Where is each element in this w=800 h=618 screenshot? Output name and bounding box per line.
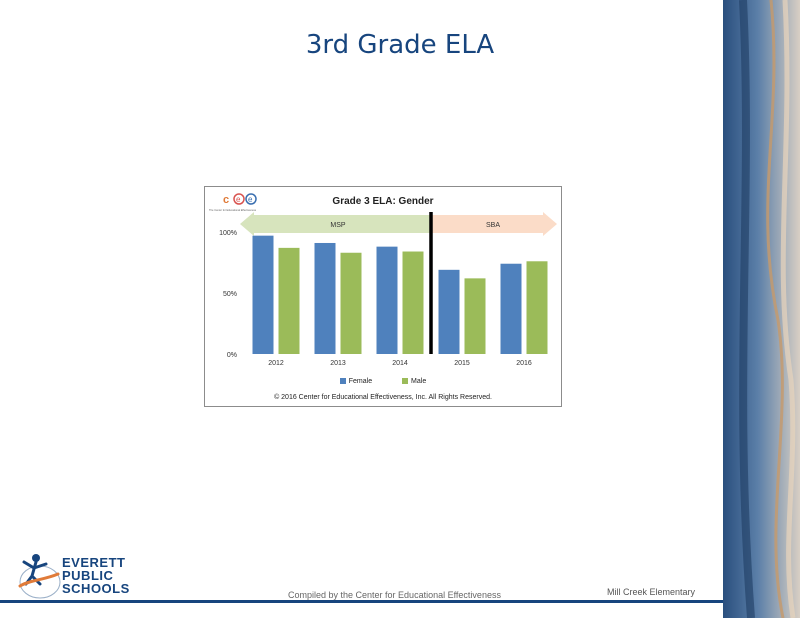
band-arrow-sba — [431, 212, 557, 236]
footer-rule — [0, 600, 723, 603]
bar-male-2012 — [278, 247, 300, 354]
cee-logo: c e e The Center for Educational Effecti… — [209, 193, 257, 212]
bar-female-2014 — [376, 246, 398, 354]
school-logo-line: SCHOOLS — [62, 581, 130, 596]
legend-label-male: Male — [411, 378, 427, 385]
y-tick-label: 0% — [227, 352, 237, 359]
school-logo-line: PUBLIC — [62, 568, 114, 583]
x-tick-label: 2016 — [516, 360, 532, 367]
chart-title: Grade 3 ELA: Gender — [332, 196, 434, 207]
chart-copyright: © 2016 Center for Educational Effectiven… — [274, 394, 492, 401]
band-label-msp: MSP — [330, 222, 346, 229]
svg-text:c: c — [223, 194, 229, 206]
y-tick-label: 100% — [219, 230, 237, 237]
bar-female-2016 — [500, 263, 522, 354]
bar-male-2015 — [464, 278, 486, 354]
footer-school-name: Mill Creek Elementary — [607, 587, 696, 597]
bar-chart: MSP SBA 0% 50% 100% 2012 2013 2014 2015 2016 — [219, 212, 557, 367]
footer-credit: Compiled by the Center for Educational E… — [288, 590, 501, 600]
bar-female-2013 — [314, 242, 336, 354]
legend-swatch-male — [402, 378, 409, 385]
bar-male-2013 — [340, 252, 362, 354]
school-logo-line: EVERETT — [62, 555, 126, 570]
legend-label-female: Female — [348, 378, 373, 385]
band-arrow-msp — [240, 212, 431, 236]
band-label-sba: SBA — [486, 222, 500, 229]
legend-swatch-female — [339, 378, 346, 385]
slide-title: 3rd Grade ELA — [305, 30, 495, 60]
chart-legend: Female Male — [205, 378, 561, 385]
chart-frame: c e e The Center for Educational Effecti… — [204, 186, 562, 407]
bar-male-2014 — [402, 251, 424, 354]
everett-public-schools-logo — [18, 554, 61, 599]
legend-item-male: Male — [402, 378, 426, 385]
school-logo-text: EVERETT PUBLIC SCHOOLS — [62, 556, 130, 595]
legend-item-female: Female — [339, 378, 373, 385]
decorative-side-panel — [723, 0, 800, 618]
bar-male-2016 — [526, 261, 548, 354]
svg-text:e: e — [248, 195, 253, 204]
x-tick-label: 2014 — [392, 360, 408, 367]
bar-female-2015 — [438, 269, 460, 354]
bar-female-2012 — [252, 235, 274, 354]
x-tick-label: 2015 — [454, 360, 470, 367]
x-tick-label: 2013 — [330, 360, 346, 367]
svg-text:e: e — [236, 195, 241, 204]
x-tick-label: 2012 — [268, 360, 284, 367]
y-tick-label: 50% — [223, 291, 237, 298]
svg-text:The Center for Educational Eff: The Center for Educational Effectiveness — [209, 208, 257, 212]
